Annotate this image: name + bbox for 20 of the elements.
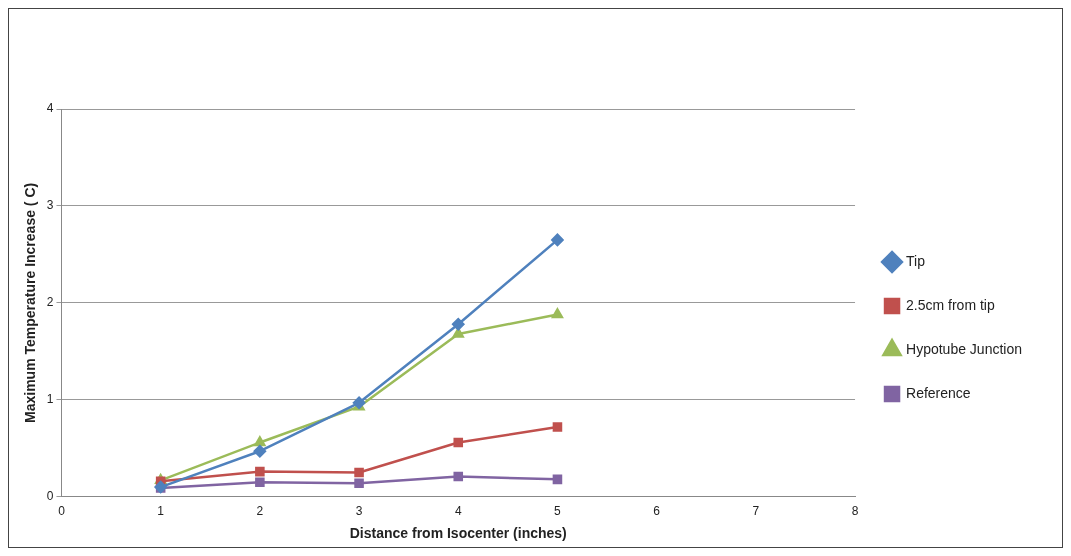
y-tick-label: 2 [46,295,54,310]
legend-label: Tip [906,252,926,269]
x-tick-label: 7 [752,504,760,519]
y-tick-label: 4 [46,101,54,116]
y-tick-label: 0 [46,489,54,504]
x-tick-label: 0 [58,504,66,519]
y-tick-label: 1 [46,392,54,407]
x-tick-label: 8 [851,504,859,519]
legend-label: Hypotube Junction [906,340,1022,357]
legend-label: Reference [906,384,971,401]
x-tick-label: 2 [256,504,264,519]
x-tick-label: 6 [653,504,661,519]
y-tick-label: 3 [46,198,54,213]
x-tick-label: 4 [454,504,462,519]
x-tick-label: 1 [157,504,165,519]
x-tick-label: 3 [355,504,363,519]
legend-label: 2.5cm from tip [906,296,995,313]
x-tick-label: 5 [554,504,562,519]
y-axis-title: Maximum Temperature Increase ( C) [22,182,39,423]
x-axis-title: Distance from Isocenter (inches) [349,525,567,542]
